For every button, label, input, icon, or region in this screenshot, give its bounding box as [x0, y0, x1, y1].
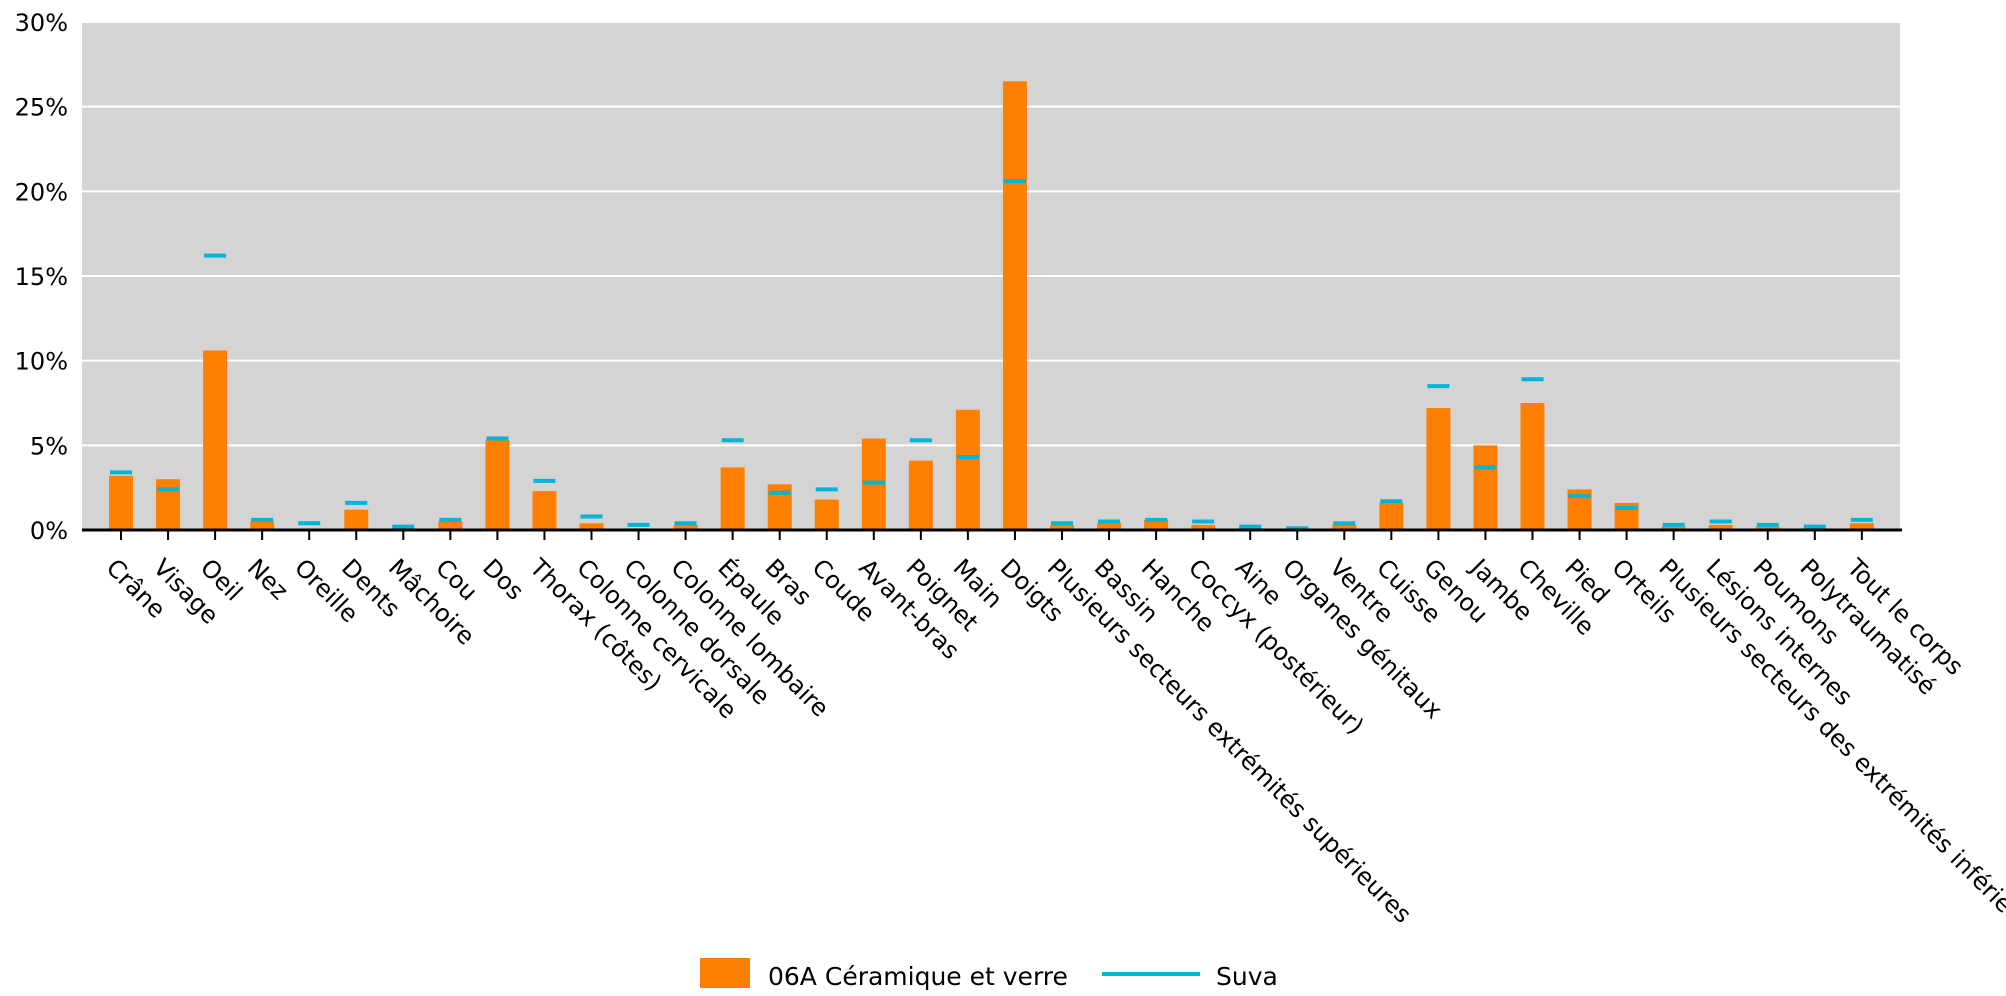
bar	[156, 479, 181, 530]
bar	[1661, 526, 1686, 530]
bar	[1473, 445, 1498, 530]
bar	[1191, 524, 1216, 530]
bar	[955, 409, 980, 530]
bar	[1144, 519, 1169, 530]
bar	[1050, 524, 1074, 530]
y-tick-label: 15%	[15, 263, 68, 291]
bars	[109, 81, 1874, 531]
x-axis-ticks: CrâneVisageOeilNezOreilleDentsMâchoireCo…	[101, 530, 2006, 955]
bar	[203, 350, 228, 530]
bar	[532, 491, 557, 530]
bar	[109, 475, 133, 530]
bar	[1755, 526, 1780, 530]
x-tick-label: Plusieurs secteurs des extrémités inféri…	[1653, 553, 2006, 955]
bar	[814, 499, 839, 530]
bar	[344, 509, 369, 530]
bar	[1849, 523, 1874, 530]
x-tick-label: Dos	[477, 553, 529, 605]
y-tick-label: 0%	[30, 517, 68, 545]
legend-label-ceramique: 06A Céramique et verre	[768, 962, 1068, 991]
y-tick-label: 5%	[30, 432, 68, 460]
bar	[1002, 81, 1027, 531]
y-tick-label: 20%	[15, 178, 68, 206]
bar	[1426, 408, 1451, 530]
gridlines	[82, 21, 1900, 447]
bar	[1708, 524, 1733, 530]
legend-label-suva: Suva	[1216, 962, 1278, 991]
y-tick-label: 30%	[15, 9, 68, 37]
bar	[250, 521, 275, 530]
bar	[1520, 403, 1545, 530]
bar	[438, 521, 463, 530]
bar	[1379, 502, 1404, 530]
suva-markers	[110, 179, 1873, 531]
bar	[485, 440, 510, 530]
legend: 06A Céramique et verre Suva	[700, 958, 1278, 991]
bar	[673, 524, 698, 530]
y-tick-label: 10%	[15, 348, 68, 376]
bar	[1332, 524, 1357, 530]
y-tick-label: 25%	[15, 94, 68, 122]
x-tick-label: Nez	[242, 553, 294, 605]
bar	[579, 523, 604, 530]
legend-swatch-ceramique	[700, 958, 750, 988]
y-axis-ticks: 0% 5% 10% 15% 20% 25% 30%	[15, 9, 68, 545]
bar	[720, 467, 745, 530]
bar	[908, 460, 933, 530]
bar	[1097, 523, 1122, 530]
